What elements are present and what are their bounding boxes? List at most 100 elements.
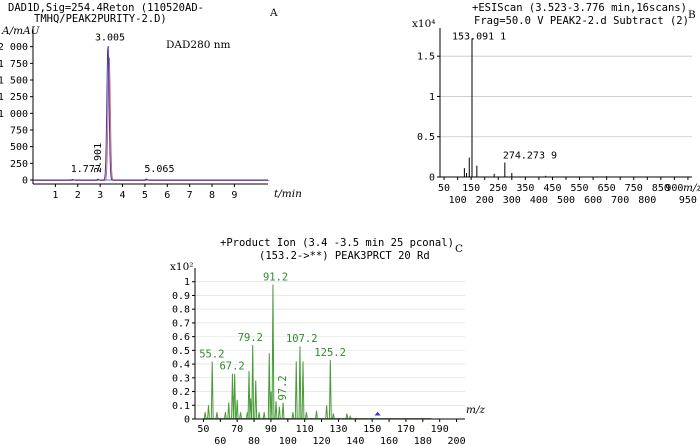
panel-c-peak xyxy=(257,412,261,420)
panel-b: +ESIScan (3.523-3.776 min,16scans) Frag=… xyxy=(412,2,700,206)
panel-c-peak xyxy=(223,412,227,420)
panel-c-peak xyxy=(325,405,329,420)
panel-c-peak xyxy=(249,398,253,420)
panel-c-peak xyxy=(227,402,231,420)
panel-c-xlabel: m/z xyxy=(466,404,485,416)
panel-c-x-tick-label: 140 xyxy=(346,436,364,446)
panel-c-x-tick-label: 80 xyxy=(248,436,260,446)
panel-c-peak xyxy=(251,344,255,420)
panel-c-peak xyxy=(210,361,214,420)
panel-a-y-tick-label: 500 xyxy=(10,142,28,153)
panel-b-x-tick-label: 850 xyxy=(652,183,670,194)
panel-c-peak xyxy=(235,399,239,420)
panel-b-x-tick-label: 800 xyxy=(638,195,656,206)
panel-c-peak xyxy=(291,412,295,420)
panel-b-x-tick-label: 250 xyxy=(489,183,507,194)
panel-c-y-tick-label: 0.4 xyxy=(172,360,190,371)
panel-a-x-tick-label: 6 xyxy=(164,190,170,201)
panel-c-y-tick-label: 0.2 xyxy=(172,387,190,398)
panel-c-peak-label: 67.2 xyxy=(219,361,244,373)
panel-c-peak xyxy=(298,346,302,420)
panel-a-x-tick-label: 4 xyxy=(120,190,126,201)
panel-b-x-tick-label: 500 xyxy=(557,195,575,206)
panel-a-x-tick-label: 9 xyxy=(231,190,237,201)
panel-a-trace xyxy=(33,46,268,181)
panel-a-title-line-1: DAD1D,Sig=254.4Reton (110520AD- xyxy=(8,2,204,14)
panel-c-y-tick-label: 0.7 xyxy=(172,318,190,329)
panel-b-x-tick-label: 100 xyxy=(449,195,467,206)
panel-c-peak xyxy=(348,414,352,420)
panel-a-y-tick-label: 1 750 xyxy=(0,59,28,70)
panel-a-y-tick-label: 0 xyxy=(22,176,28,187)
panel-c-peak xyxy=(254,380,258,420)
panel-c-title-line-2: (153.2->**) PEAK3PRCT 20 Rd xyxy=(259,250,430,262)
panel-c-x-tick-label: 90 xyxy=(265,424,277,435)
panel-c-peak xyxy=(203,412,207,420)
panel-c-peak xyxy=(345,413,349,420)
panel-a-x-tick-label: 2 xyxy=(75,190,81,201)
panel-c-y-tick-label: 1 xyxy=(184,277,190,288)
panel-b-peak-label: 153.091 1 xyxy=(452,31,506,42)
panel-c-x-tick-label: 60 xyxy=(214,436,226,446)
panel-a-y-tick-label: 250 xyxy=(10,159,28,170)
panel-c-y-tick-label: 0 xyxy=(184,415,190,426)
panel-b-y-tick-label: 1.5 xyxy=(417,52,435,63)
panel-b-x-tick-label: 550 xyxy=(571,183,589,194)
panel-c-peak-label: 125.2 xyxy=(314,347,346,359)
panel-c-peak-label: 55.2 xyxy=(199,348,224,360)
panel-a-peak-label: 5.065 xyxy=(144,164,174,175)
panel-c-peak xyxy=(247,370,251,420)
panel-c-x-tick-label: 110 xyxy=(296,424,314,435)
panel-a-xlabel: t/min xyxy=(274,188,302,200)
panel-a-peak-label: 2.901 xyxy=(93,143,104,173)
panel-b-x-tick-label: 650 xyxy=(598,183,616,194)
panel-a-x-tick-label: 5 xyxy=(142,190,148,201)
panel-a-peak-label: 1.777 xyxy=(71,164,101,175)
panel-b-x-tick-label: 350 xyxy=(516,183,534,194)
panel-b-y-tick-label: 0 xyxy=(429,173,435,184)
panel-c-peak xyxy=(269,391,273,420)
panel-c-title-line-1: +Product Ion (3.4 -3.5 min 25 pconal) xyxy=(220,237,454,249)
panel-c-peak xyxy=(215,412,219,420)
panel-b-xlabel: m/z xyxy=(683,182,700,194)
panel-a-peak-label: 3.005 xyxy=(95,32,125,43)
panel-c-x-tick-label: 200 xyxy=(448,436,466,446)
panel-b-x-tick-label: 300 xyxy=(503,195,521,206)
panel-a-x-tick-label: 8 xyxy=(209,190,215,201)
panel-b-x-tick-label: 900 xyxy=(665,183,683,194)
panel-c-x-tick-label: 120 xyxy=(313,436,331,446)
panel-c-peak xyxy=(304,412,308,420)
panel-b-peak-label: 274.273 9 xyxy=(503,151,557,162)
panel-c-y-tick-label: 0.3 xyxy=(172,373,190,384)
panel-a-title-line-2: TMHQ/PEAK2PURITY-2.D) xyxy=(34,13,167,25)
panel-b-x-tick-label: 700 xyxy=(611,195,629,206)
panel-a-letter: A xyxy=(269,7,278,19)
panel-c-x-tick-label: 150 xyxy=(363,424,381,435)
panel-c-peak xyxy=(271,284,275,420)
panel-b-letter: B xyxy=(688,9,696,21)
panel-c-multiplier: x10² xyxy=(170,261,194,273)
panel-c-peak xyxy=(267,353,271,420)
panel-c-y-tick-label: 0.8 xyxy=(172,305,190,316)
panel-a-y-tick-label: 750 xyxy=(10,126,28,137)
panel-a-y-tick-label: 1 500 xyxy=(0,76,28,87)
panel-c-x-tick-label: 180 xyxy=(414,436,432,446)
panel-c-x-tick-label: 50 xyxy=(197,424,209,435)
panel-b-x-tick-label: 750 xyxy=(625,183,643,194)
panel-c-peak xyxy=(233,373,237,420)
panel-a-secondary-trace xyxy=(34,57,270,182)
panel-b-y-tick-label: 0.5 xyxy=(417,132,435,143)
panel-c-y-tick-label: 0.9 xyxy=(172,291,190,302)
panel-b-y-tick-label: 1 xyxy=(429,92,435,103)
panel-c-x-tick-label: 70 xyxy=(231,424,243,435)
panel-b-title-line-1: +ESIScan (3.523-3.776 min,16scans) xyxy=(472,2,687,14)
panel-c-precursor-marker xyxy=(374,411,381,416)
panel-c-peak xyxy=(207,405,210,420)
panel-b-title-line-2: Frag=50.0 V PEAK2-2.d Subtract (2) xyxy=(474,15,689,27)
panel-c-x-tick-label: 170 xyxy=(397,424,415,435)
panel-c-peak xyxy=(274,401,278,420)
panel-a-x-tick-label: 1 xyxy=(52,190,58,201)
panel-c-x-tick-label: 100 xyxy=(279,436,297,446)
panel-a-x-tick-label: 3 xyxy=(97,190,103,201)
panel-c: +Product Ion (3.4 -3.5 min 25 pconal) (1… xyxy=(170,237,485,446)
